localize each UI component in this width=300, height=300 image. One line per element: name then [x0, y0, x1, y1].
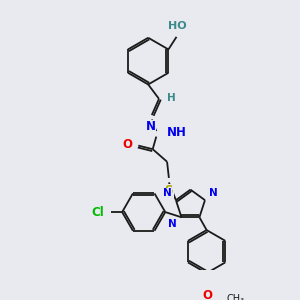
Text: HO: HO — [168, 21, 187, 31]
Text: Cl: Cl — [92, 206, 104, 219]
Text: N: N — [209, 188, 218, 198]
Text: NH: NH — [167, 127, 187, 140]
Text: O: O — [202, 290, 212, 300]
Text: O: O — [122, 138, 132, 151]
Text: S: S — [165, 184, 173, 197]
Text: N: N — [146, 120, 156, 134]
Text: H: H — [167, 93, 176, 103]
Text: CH₃: CH₃ — [226, 294, 244, 300]
Text: N: N — [163, 188, 171, 198]
Text: N: N — [168, 219, 177, 229]
